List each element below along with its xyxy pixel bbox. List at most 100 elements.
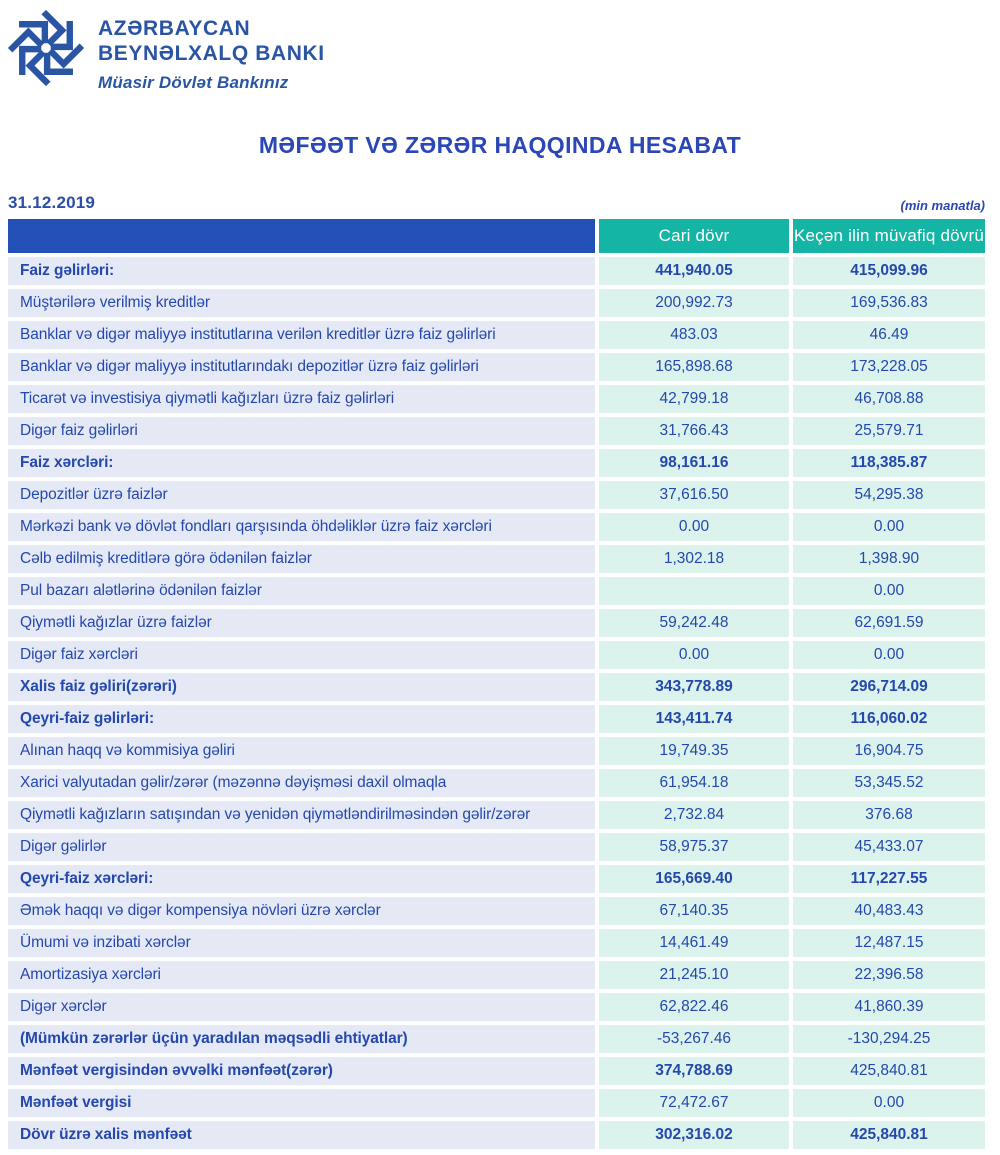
row-previous-value: 118,385.87: [793, 449, 985, 477]
row-current-value: 165,669.40: [599, 865, 789, 893]
row-label: (Mümkün zərərlər üçün yaradılan məqsədli…: [8, 1025, 595, 1053]
row-current-value: 165,898.68: [599, 353, 789, 381]
table-row: Depozitlər üzrə faizlər 37,616.50 54,295.3…: [8, 481, 985, 509]
row-previous-value: 425,840.81: [793, 1121, 985, 1149]
pnl-table: Cari dövr Keçən ilin müvafiq dövrü Faiz …: [8, 219, 985, 1149]
row-previous-value: 296,714.09: [793, 673, 985, 701]
row-previous-value: 0.00: [793, 577, 985, 605]
row-previous-value: 415,099.96: [793, 257, 985, 285]
bank-name-line2: BEYNƏLXALQ BANKI: [98, 42, 325, 65]
row-current-value: 483.03: [599, 321, 789, 349]
row-current-value: 1,302.18: [599, 545, 789, 573]
table-row: (Mümkün zərərlər üçün yaradılan məqsədli…: [8, 1025, 985, 1053]
row-label: Banklar və digər maliyyə institutlarında…: [8, 353, 595, 381]
row-label: Digər faiz xərcləri: [8, 641, 595, 669]
row-label: Əmək haqqı və digər kompensiya növləri ü…: [8, 897, 595, 925]
row-current-value: 62,822.46: [599, 993, 789, 1021]
table-row: Digər gəlirlər 58,975.37 45,433.07: [8, 833, 985, 861]
row-current-value: 37,616.50: [599, 481, 789, 509]
table-row: Əmək haqqı və digər kompensiya növləri ü…: [8, 897, 985, 925]
row-current-value: [599, 577, 789, 605]
table-row: Dövr üzrə xalis mənfəət 302,316.02 425,840…: [8, 1121, 985, 1149]
row-previous-value: -130,294.25: [793, 1025, 985, 1053]
row-current-value: 19,749.35: [599, 737, 789, 765]
row-current-value: 0.00: [599, 641, 789, 669]
row-previous-value: 62,691.59: [793, 609, 985, 637]
table-row: Müştərilərə verilmiş kreditlər 200,992.73…: [8, 289, 985, 317]
row-previous-value: 0.00: [793, 641, 985, 669]
row-label: Depozitlər üzrə faizlər: [8, 481, 595, 509]
row-previous-value: 16,904.75: [793, 737, 985, 765]
table-row: Faiz gəlirləri: 441,940.05 415,099.96: [8, 257, 985, 285]
page-title: MƏFƏƏT VƏ ZƏRƏR HAQQINDA HESABAT: [258, 132, 742, 158]
table-row: Xarici valyutadan gəlir/zərər (məzənnə d…: [8, 769, 985, 797]
bank-name-line1: AZƏRBAYCAN: [98, 17, 251, 40]
row-previous-value: 1,398.90: [793, 545, 985, 573]
row-label: Mərkəzi bank və dövlət fondları qarşısın…: [8, 513, 595, 541]
table-header-row: Cari dövr Keçən ilin müvafiq dövrü: [8, 219, 985, 253]
row-previous-value: 0.00: [793, 513, 985, 541]
table-row: Digər faiz gəlirləri 31,766.43 25,579.71: [8, 417, 985, 445]
row-current-value: 374,788.69: [599, 1057, 789, 1085]
row-previous-value: 46.49: [793, 321, 985, 349]
table-row: Mənfəət vergisindən əvvəlki mənfəət(zərə…: [8, 1057, 985, 1085]
row-label: Mənfəət vergisindən əvvəlki mənfəət(zərə…: [8, 1057, 595, 1085]
row-previous-value: 53,345.52: [793, 769, 985, 797]
header-current-period: Cari dövr: [599, 219, 789, 253]
row-previous-value: 116,060.02: [793, 705, 985, 733]
row-current-value: 61,954.18: [599, 769, 789, 797]
row-previous-value: 12,487.15: [793, 929, 985, 957]
table-row: Amortizasiya xərcləri 21,245.10 22,396.58: [8, 961, 985, 989]
row-label: Dövr üzrə xalis mənfəət: [8, 1121, 595, 1149]
table-row: Qiymətli kağızlar üzrə faizlər 59,242.48 6…: [8, 609, 985, 637]
row-current-value: 2,732.84: [599, 801, 789, 829]
table-row: Banklar və digər maliyyə institutlarına …: [8, 321, 985, 349]
row-label: Digər faiz gəlirləri: [8, 417, 595, 445]
table-row: Pul bazarı alətlərinə ödənilən faizlər 0.…: [8, 577, 985, 605]
row-current-value: 14,461.49: [599, 929, 789, 957]
row-label: Digər gəlirlər: [8, 833, 595, 861]
row-label: Müştərilərə verilmiş kreditlər: [8, 289, 595, 317]
row-label: Ticarət və investisiya qiymətli kağızlar…: [8, 385, 595, 413]
row-current-value: 59,242.48: [599, 609, 789, 637]
row-previous-value: 54,295.38: [793, 481, 985, 509]
row-label: Cəlb edilmiş kreditlərə görə ödənilən fa…: [8, 545, 595, 573]
row-current-value: 31,766.43: [599, 417, 789, 445]
row-label: Xalis faiz gəliri(zərəri): [8, 673, 595, 701]
table-row: Digər xərclər 62,822.46 41,860.39: [8, 993, 985, 1021]
row-current-value: 143,411.74: [599, 705, 789, 733]
bank-logo-icon: [7, 9, 85, 87]
table-row: Alınan haqq və kommisiya gəliri 19,749.35…: [8, 737, 985, 765]
table-row: Banklar və digər maliyyə institutlarında…: [8, 353, 985, 381]
row-previous-value: 41,860.39: [793, 993, 985, 1021]
row-previous-value: 40,483.43: [793, 897, 985, 925]
header-label-cell: [8, 219, 595, 253]
row-current-value: 343,778.89: [599, 673, 789, 701]
row-label: Faiz gəlirləri:: [8, 257, 595, 285]
brand-text-block: AZƏRBAYCAN BEYNƏLXALQ BANKI Müasir Dövlə…: [98, 6, 325, 93]
row-label: Faiz xərcləri:: [8, 449, 595, 477]
row-previous-value: 117,227.55: [793, 865, 985, 893]
bank-tagline: Müasir Dövlət Bankınız: [98, 73, 289, 92]
meta-row: 31.12.2019 (min manatla): [8, 193, 985, 213]
row-current-value: 0.00: [599, 513, 789, 541]
row-current-value: 98,161.16: [599, 449, 789, 477]
row-current-value: 302,316.02: [599, 1121, 789, 1149]
table-row: Qeyri-faiz xərcləri: 165,669.40 117,227.55: [8, 865, 985, 893]
row-current-value: 58,975.37: [599, 833, 789, 861]
row-previous-value: 425,840.81: [793, 1057, 985, 1085]
row-current-value: 72,472.67: [599, 1089, 789, 1117]
report-date: 31.12.2019: [8, 193, 96, 212]
row-previous-value: 0.00: [793, 1089, 985, 1117]
table-row: Cəlb edilmiş kreditlərə görə ödənilən fa…: [8, 545, 985, 573]
row-current-value: 67,140.35: [599, 897, 789, 925]
row-current-value: 200,992.73: [599, 289, 789, 317]
row-previous-value: 173,228.05: [793, 353, 985, 381]
table-row: Ticarət və investisiya qiymətli kağızlar…: [8, 385, 985, 413]
brand-header: AZƏRBAYCAN BEYNƏLXALQ BANKI Müasir Dövlə…: [0, 0, 1000, 100]
row-label: Qeyri-faiz gəlirləri:: [8, 705, 595, 733]
row-label: Amortizasiya xərcləri: [8, 961, 595, 989]
row-current-value: 441,940.05: [599, 257, 789, 285]
table-row: Xalis faiz gəliri(zərəri) 343,778.89 296,7…: [8, 673, 985, 701]
row-previous-value: 45,433.07: [793, 833, 985, 861]
